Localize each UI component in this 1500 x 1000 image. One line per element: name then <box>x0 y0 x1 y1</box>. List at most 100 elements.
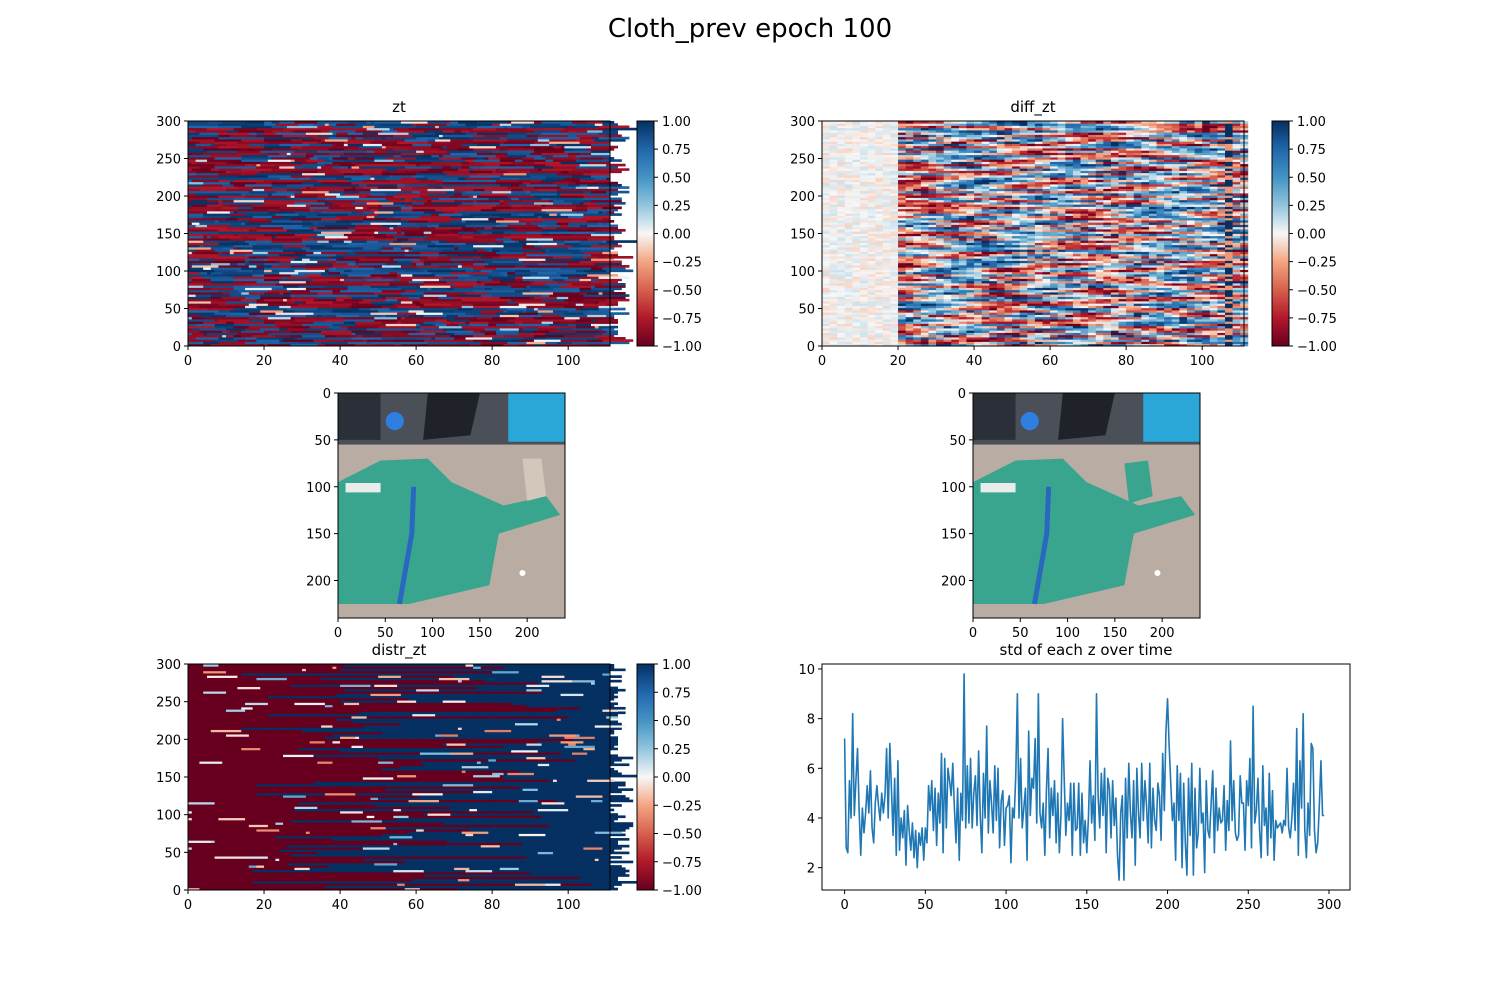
heatmap-cell <box>199 161 227 165</box>
heatmap-cell <box>461 298 493 302</box>
heatmap-cell <box>302 145 333 149</box>
heatmap-cell <box>1217 343 1226 347</box>
heatmap-cell <box>203 233 235 237</box>
heatmap-cell <box>1202 312 1211 315</box>
heatmap-cell <box>1179 314 1188 318</box>
heatmap-cell <box>943 294 952 297</box>
heatmap-cell <box>526 132 542 135</box>
heatmap-cell <box>400 296 409 300</box>
heatmap-cell <box>294 258 303 261</box>
heatmap-cell <box>233 271 265 275</box>
heatmap-cell <box>1110 323 1119 327</box>
heatmap-cell <box>928 287 937 291</box>
heatmap-cell <box>1126 301 1135 304</box>
heatmap-cell <box>522 157 535 160</box>
heatmap-cell <box>507 154 527 158</box>
heatmap-cell <box>996 287 1005 291</box>
heatmap-cell <box>290 321 314 324</box>
heatmap-cell <box>195 217 212 221</box>
heatmap-cell <box>260 163 276 167</box>
heatmap-cell <box>587 148 615 151</box>
heatmap-cell <box>1164 280 1173 284</box>
heatmap-cell <box>507 136 539 140</box>
heatmap-cell <box>606 330 619 333</box>
heatmap-cell <box>951 296 960 300</box>
heatmap-cell <box>913 287 922 291</box>
heatmap-cell <box>275 312 307 315</box>
heatmap-cell <box>427 188 455 192</box>
heatmap-cell <box>507 125 523 129</box>
heatmap-cell <box>302 161 318 165</box>
heatmap-cell <box>309 325 330 329</box>
heatmap-cell <box>389 256 421 259</box>
heatmap-cell <box>1179 294 1188 297</box>
heatmap-cell <box>465 278 478 282</box>
heatmap-cell <box>541 226 558 230</box>
heatmap-cell <box>499 307 508 311</box>
heatmap-cell <box>423 292 447 295</box>
heatmap-cell <box>370 141 398 144</box>
heatmap-cell <box>203 321 227 324</box>
heatmap-cell <box>1110 310 1119 313</box>
heatmap-cell <box>1164 283 1173 286</box>
heatmap-cell <box>465 125 478 129</box>
heatmap-cell <box>222 121 246 124</box>
heatmap-cell <box>416 157 440 160</box>
heatmap-cell <box>1202 325 1211 329</box>
heatmap-cell <box>260 222 276 225</box>
heatmap-cell <box>860 330 869 333</box>
heatmap-cell <box>264 145 292 149</box>
heatmap-cell <box>457 211 485 214</box>
heatmap-cell <box>1065 334 1074 338</box>
heatmap-cell <box>495 323 520 327</box>
heatmap-cell <box>533 334 565 338</box>
heatmap-cell <box>602 159 607 162</box>
heatmap-cell <box>214 143 227 147</box>
heatmap-cell <box>571 157 580 160</box>
heatmap-cell <box>552 159 577 162</box>
heatmap-cell <box>476 143 501 147</box>
heatmap-cell <box>286 287 307 291</box>
heatmap-cell <box>286 188 318 192</box>
heatmap-cell <box>195 337 219 340</box>
heatmap-cell <box>457 253 485 257</box>
heatmap-cell <box>1072 312 1081 315</box>
heatmap-cell <box>1095 312 1104 315</box>
heatmap-cell <box>275 123 299 126</box>
heatmap-cell <box>507 195 535 198</box>
heatmap-cell <box>526 134 539 138</box>
heatmap-cell <box>446 150 470 153</box>
heatmap-cell <box>829 301 838 304</box>
heatmap-cell <box>1034 334 1043 338</box>
heatmap-cell <box>1156 328 1165 331</box>
heatmap-cell <box>381 170 390 174</box>
heatmap-cell <box>1088 325 1097 329</box>
heatmap-cell <box>332 292 345 295</box>
heatmap-cell <box>537 152 542 156</box>
heatmap-cell <box>1057 323 1066 327</box>
heatmap-cell <box>564 150 592 153</box>
heatmap-cell <box>492 269 516 273</box>
heatmap-cell <box>347 251 356 255</box>
heatmap-cell <box>374 229 379 232</box>
heatmap-cell <box>867 341 876 345</box>
heatmap-cell <box>1088 334 1097 338</box>
heatmap-cell <box>381 172 398 176</box>
heatmap-cell <box>499 141 504 144</box>
heatmap-cell <box>913 307 922 311</box>
heatmap-cell <box>260 328 280 331</box>
heatmap-cell <box>1179 339 1188 342</box>
heatmap-cell <box>537 231 542 234</box>
heatmap-cell <box>552 166 577 169</box>
heatmap-cell <box>283 292 292 295</box>
heatmap-cell <box>1186 296 1195 300</box>
heatmap-cell <box>1080 310 1089 313</box>
heatmap-cell <box>419 258 451 261</box>
heatmap-cell <box>290 294 295 297</box>
heatmap-cell <box>590 289 615 293</box>
heatmap-cell <box>545 341 558 345</box>
heatmap-cell <box>233 325 250 329</box>
heatmap-cell <box>321 310 326 313</box>
heatmap-cell <box>431 197 440 201</box>
heatmap-cell <box>1194 316 1203 320</box>
